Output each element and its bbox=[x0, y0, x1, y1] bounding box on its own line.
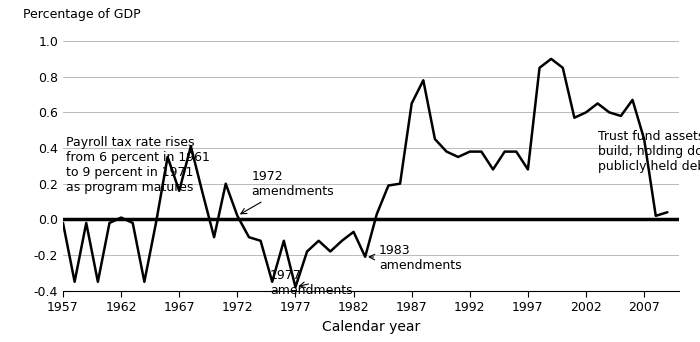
Text: 1977
amendments: 1977 amendments bbox=[270, 269, 353, 297]
Text: 1972
amendments: 1972 amendments bbox=[241, 170, 334, 214]
Text: Trust fund assets
build, holding down
publicly held debt: Trust fund assets build, holding down pu… bbox=[598, 130, 700, 173]
X-axis label: Calendar year: Calendar year bbox=[322, 320, 420, 334]
Text: Payroll tax rate rises
from 6 percent in 1961
to 9 percent in 1971
as program ma: Payroll tax rate rises from 6 percent in… bbox=[66, 135, 211, 194]
Text: Percentage of GDP: Percentage of GDP bbox=[23, 8, 141, 21]
Text: 1983
amendments: 1983 amendments bbox=[369, 244, 462, 272]
